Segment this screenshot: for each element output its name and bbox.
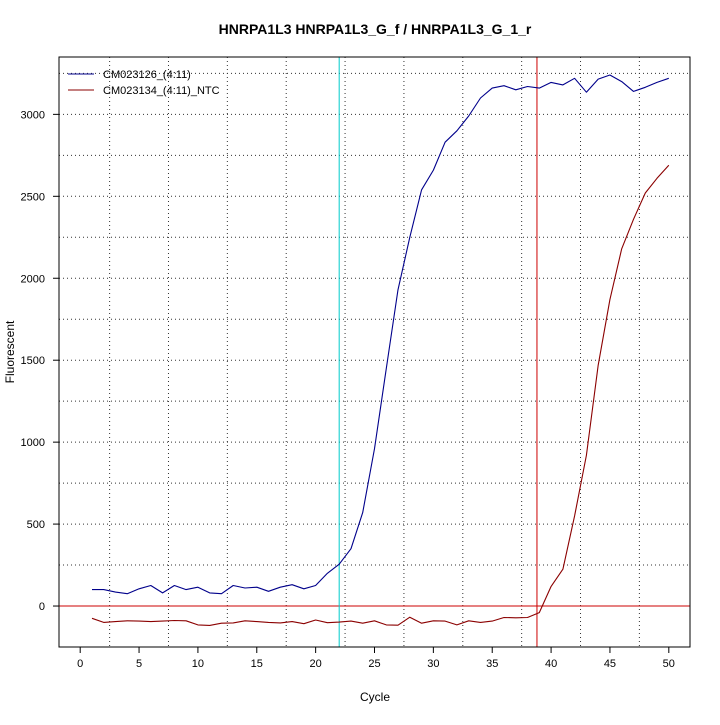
- y-tick-label: 2500: [21, 191, 45, 203]
- y-tick-label: 1000: [21, 437, 45, 449]
- y-tick-label: 500: [27, 519, 45, 531]
- x-tick-label: 40: [545, 658, 557, 670]
- legend-label-1: CM023126_(4:11): [103, 69, 191, 81]
- x-tick-label: 30: [427, 658, 439, 670]
- x-tick-label: 0: [77, 658, 83, 670]
- series-line-1: [92, 74, 669, 595]
- x-tick-label: 15: [251, 658, 263, 670]
- y-tick-label: 2000: [21, 273, 45, 285]
- series-line-2: [91, 164, 670, 626]
- axis-layer: 0 5 10 15 20 25 30 35 40 45 5005001000150020002500…: [21, 56, 691, 670]
- legend: CM023126_(4:11) CM023134_(4:11)_NTC: [68, 69, 220, 97]
- x-tick-label: 25: [368, 658, 380, 670]
- y-tick-label: 3000: [21, 109, 45, 121]
- chart-title: HNRPA1L3 HNRPA1L3_G_f / HNRPA1L3_G_1_r: [219, 21, 532, 37]
- x-tick-label: 45: [604, 658, 616, 670]
- y-tick-label: 0: [39, 601, 45, 613]
- x-tick-label: 35: [486, 658, 498, 670]
- vertical-lines-layer: [59, 57, 690, 647]
- y-tick-label: 1500: [21, 355, 45, 367]
- x-tick-label: 10: [192, 658, 204, 670]
- legend-label-2: CM023134_(4:11)_NTC: [103, 85, 220, 97]
- x-tick-label: 5: [136, 658, 142, 670]
- x-tick-label: 20: [310, 658, 322, 670]
- y-axis-label: Fluorescent: [3, 320, 17, 383]
- series-layer: [91, 74, 670, 626]
- x-tick-label: 50: [663, 658, 675, 670]
- x-axis-label: Cycle: [360, 690, 390, 704]
